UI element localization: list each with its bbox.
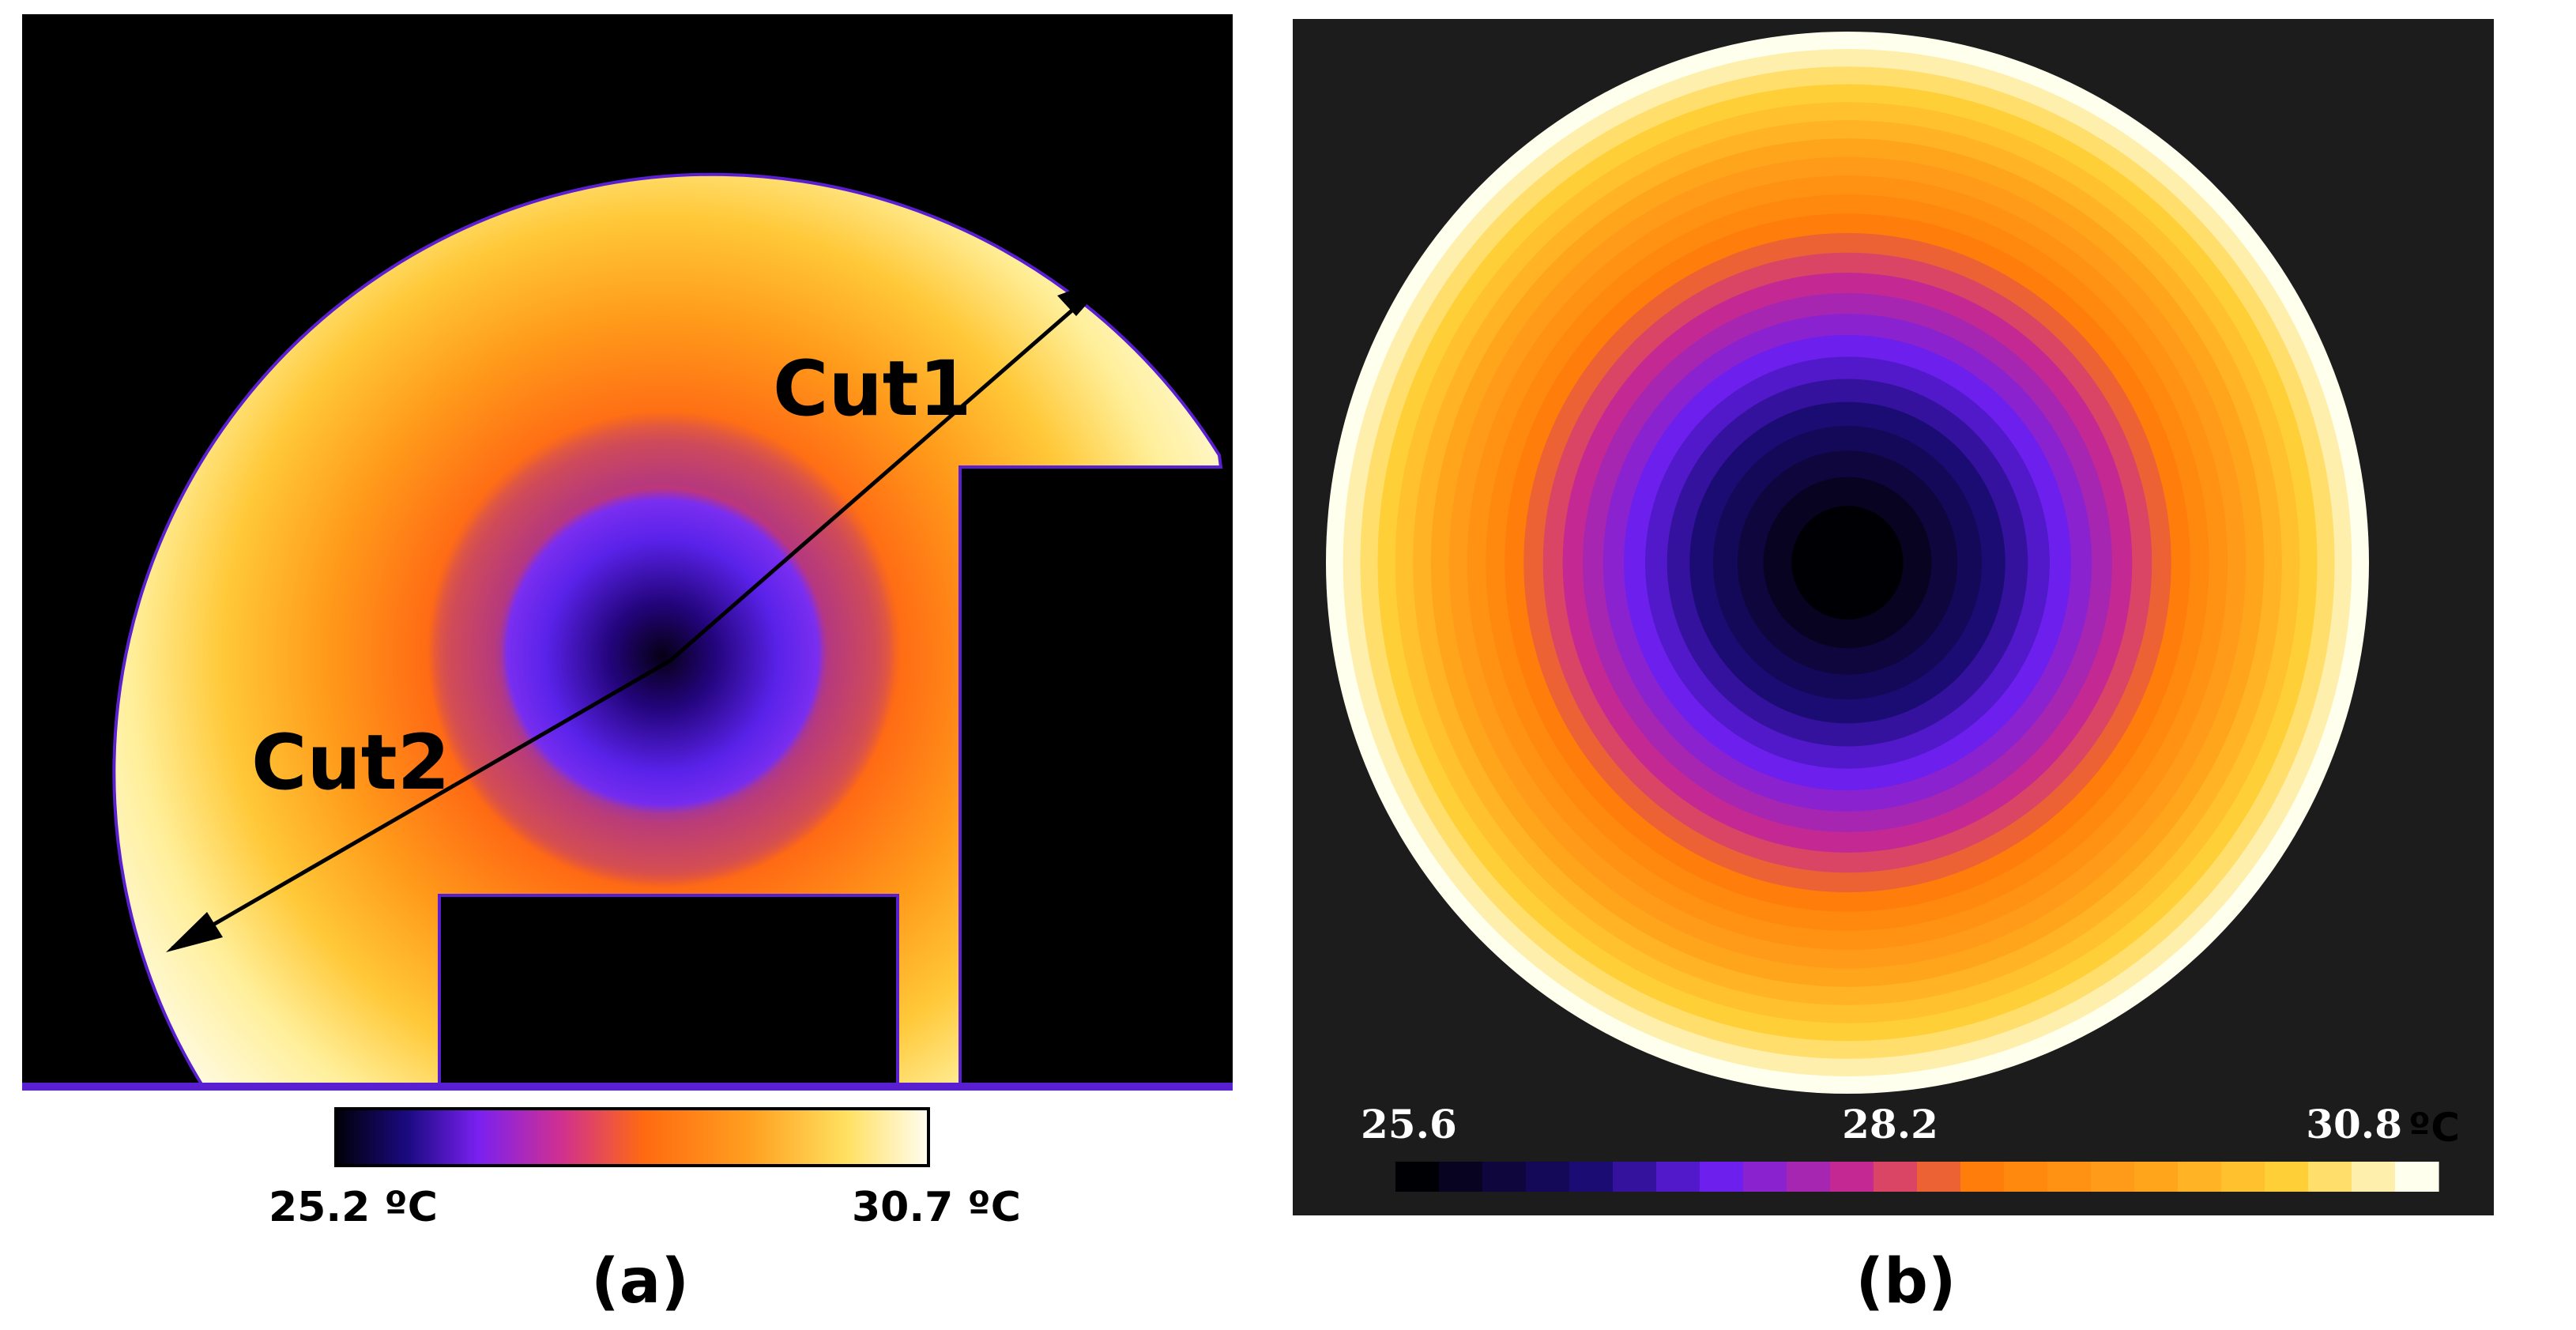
colorbar-b-swatch [1526,1162,1570,1192]
colorbar-b-swatch [2265,1162,2309,1192]
colorbar-b-min-label: 25.6 [1361,1101,1457,1147]
colorbar-b-swatch [1960,1162,2005,1192]
colorbar-b-swatch [2178,1162,2222,1192]
colorbar-b-swatch [1395,1162,1440,1192]
colorbar-b [1395,1162,2439,1192]
cut2-label: Cut2 [251,718,450,807]
colorbar-b-swatch [1743,1162,1787,1192]
colorbar-b-swatch [2308,1162,2352,1192]
colorbar-b-max-label: 30.8 [2306,1101,2402,1147]
colorbar-b-swatch [2047,1162,2092,1192]
colorbar-b-swatch [2004,1162,2048,1192]
colorbar-b-unit-label: ºC [2408,1105,2460,1151]
temperature-disk [1326,32,2369,1094]
panel-b-figure: 25.6 28.2 30.8 ºC (b) [1293,19,2494,1317]
colorbar-b-swatch [1656,1162,1700,1192]
colorbar-b-swatch [1613,1162,1657,1192]
colorbar-b-swatch [2352,1162,2396,1192]
temperature-band [1791,506,1904,620]
colorbar-b-swatch [1439,1162,1483,1192]
colorbar-a-min-label: 25.2 ºC [269,1184,438,1231]
caption-b: (b) [1855,1246,1956,1317]
panel-b: 25.6 28.2 30.8 ºC (b) [1280,0,2576,1330]
colorbar-b-swatch [1482,1162,1527,1192]
panel-a-bottom-edge [22,1083,1233,1091]
panel-a: Cut1 Cut2 25.2 ºC 30.7 ºC (a) [0,0,1280,1330]
colorbar-b-swatch [1569,1162,1614,1192]
cold-ring [427,411,901,885]
caption-a: (a) [591,1246,689,1317]
colorbar-b-swatch [1700,1162,1744,1192]
colorbar-b-mid-label: 28.2 [1842,1101,1938,1147]
colorbar-b-swatch [1830,1162,1874,1192]
colorbar-b-swatch [2091,1162,2135,1192]
colorbar-a [334,1107,930,1167]
double-arrow-icon [166,275,1113,952]
colorbar-b-swatch [2395,1162,2439,1192]
colorbar-b-swatch [2221,1162,2265,1192]
colorbar-b-swatch [1917,1162,1961,1192]
colorbar-b-swatch [2134,1162,2179,1192]
panel-a-figure: Cut1 Cut2 25.2 ºC 30.7 ºC (a) [22,14,1233,1317]
colorbar-a-max-label: 30.7 ºC [852,1184,1021,1231]
colorbar-b-swatch [1874,1162,1918,1192]
colorbar-b-swatch [1787,1162,1831,1192]
cut1-label: Cut1 [773,345,971,433]
